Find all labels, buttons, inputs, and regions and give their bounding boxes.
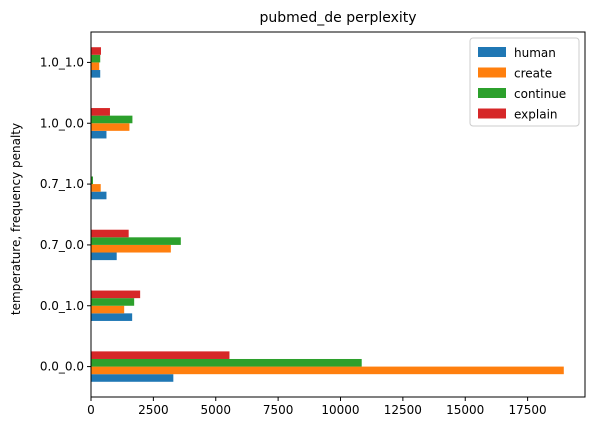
x-tick-label: 0	[87, 403, 95, 417]
bar-human-1.0_0.0	[91, 130, 107, 139]
x-tick-label: 2500	[138, 403, 169, 417]
y-tick-label: 0.0_1.0	[40, 299, 84, 313]
x-tick-label: 17500	[509, 403, 547, 417]
bar-create-0.7_1.0	[91, 184, 101, 192]
x-tick-label: 5000	[200, 403, 231, 417]
bar-continue-1.0_1.0	[91, 54, 101, 63]
legend: human create continue explain	[469, 37, 580, 127]
bar-continue-0.7_1.0	[91, 176, 93, 185]
bar-explain-0.0_0.0	[91, 351, 230, 359]
x-tick-label: 15000	[446, 403, 484, 417]
bar-human-0.7_0.0	[91, 252, 117, 261]
bar-continue-1.0_0.0	[91, 115, 133, 124]
legend-label-continue: continue	[514, 87, 566, 101]
legend-label-human: human	[514, 46, 556, 60]
bar-explain-1.0_0.0	[91, 108, 110, 116]
chart-title: pubmed_de perplexity	[259, 10, 416, 26]
y-axis-label: temperature, frequency penalty	[9, 123, 23, 315]
bar-human-0.0_0.0	[91, 374, 174, 382]
bar-continue-0.0_0.0	[91, 358, 362, 367]
bar-human-0.0_1.0	[91, 313, 133, 321]
bar-human-1.0_1.0	[91, 70, 101, 78]
plot-frame	[90, 31, 586, 398]
legend-swatch-human	[478, 47, 506, 57]
bar-explain-0.7_0.0	[91, 229, 129, 238]
legend-box	[469, 37, 580, 127]
bar-explain-1.0_1.0	[91, 47, 101, 55]
x-tick-label: 7500	[263, 403, 294, 417]
legend-swatch-continue	[478, 88, 506, 98]
bar-continue-0.7_0.0	[91, 237, 181, 245]
legend-label-create: create	[514, 67, 552, 81]
bar-continue-0.0_1.0	[91, 298, 135, 306]
plot-area: 0.0_0.0 0.0_1.0 0.7_0.0 0.7_1.0 1.0_0.0 1.0_1…	[40, 31, 586, 417]
legend-swatch-explain	[478, 108, 506, 119]
bar-create-0.0_0.0	[91, 366, 564, 375]
bar-human-0.7_1.0	[91, 191, 107, 200]
x-tick-label: 10000	[321, 403, 359, 417]
bar-create-1.0_1.0	[91, 62, 100, 71]
y-tick-label: 0.0_0.0	[40, 360, 84, 374]
bar-explain-0.0_1.0	[91, 290, 141, 299]
y-tick-label: 1.0_1.0	[40, 55, 84, 69]
x-tick-label: 12500	[384, 403, 422, 417]
bar-create-1.0_0.0	[91, 123, 130, 131]
y-tick-label: 1.0_0.0	[40, 116, 84, 130]
y-tick-label: 0.7_0.0	[40, 238, 84, 252]
legend-swatch-create	[478, 67, 506, 78]
bar-create-0.7_0.0	[91, 244, 171, 253]
y-tick-label: 0.7_1.0	[40, 177, 84, 191]
legend-label-explain: explain	[514, 108, 558, 122]
bar-create-0.0_1.0	[91, 305, 125, 314]
